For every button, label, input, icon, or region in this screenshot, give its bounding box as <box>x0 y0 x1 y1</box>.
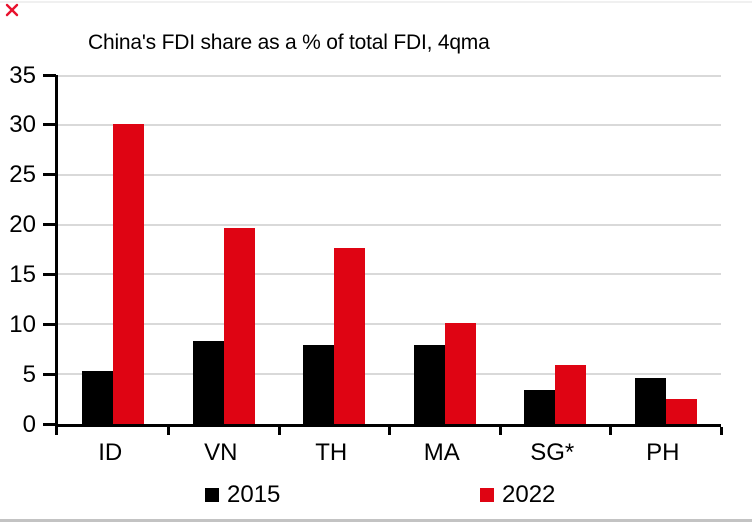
y-axis-label-35: 35 <box>9 61 36 89</box>
x-axis-label-PH: PH <box>646 439 680 466</box>
y-axis-label-20: 20 <box>9 211 36 239</box>
y-axis-label-5: 5 <box>22 360 36 388</box>
gridline-5 <box>58 373 721 376</box>
bar-2022-VN <box>223 227 255 424</box>
legend-swatch-2015 <box>205 488 219 502</box>
y-axis-label-10: 10 <box>9 310 36 338</box>
x-axis-label-VN: VN <box>204 439 238 466</box>
x-axis-tick-3 <box>388 427 391 435</box>
x-axis-label-SG*: SG* <box>530 439 575 466</box>
y-axis-label-25: 25 <box>9 161 36 189</box>
bottom-divider <box>0 519 752 522</box>
gridline-35 <box>58 75 721 77</box>
gridline-10 <box>58 323 721 326</box>
y-axis-label-15: 15 <box>9 260 36 288</box>
x-axis-tick-2 <box>277 427 281 435</box>
bar-2015-SG* <box>524 390 556 424</box>
bar-2015-VN <box>192 341 224 424</box>
y-axis-tick-35 <box>43 73 56 77</box>
bar-2015-PH <box>634 378 666 424</box>
bar-2022-TH <box>334 247 366 424</box>
bar-2015-MA <box>413 345 445 424</box>
y-axis-tick-5 <box>43 372 56 376</box>
x-axis-tick-0 <box>55 427 58 435</box>
y-axis-label-0: 0 <box>22 410 36 438</box>
x-axis-tick-1 <box>167 427 170 435</box>
plot-area <box>43 73 723 435</box>
broken-image-icon <box>5 3 19 17</box>
x-axis-label-TH: TH <box>315 439 348 466</box>
bar-2015-TH <box>303 345 335 424</box>
x-axis-labels: ID VN TH MA SG* PH <box>55 440 718 468</box>
x-axis-label-ID: ID <box>98 439 123 466</box>
legend: 2015 2022 <box>0 482 752 508</box>
gridline-25 <box>58 173 721 176</box>
bar-2022-MA <box>444 323 476 424</box>
legend-swatch-2022 <box>480 488 494 502</box>
y-axis-label-30: 30 <box>9 111 36 139</box>
bar-2022-PH <box>665 399 697 424</box>
gridline-20 <box>58 223 721 226</box>
gridline-30 <box>58 123 721 126</box>
y-axis-tick-15 <box>43 272 56 276</box>
gridline-15 <box>58 273 721 276</box>
legend-item-2015: 2015 <box>205 482 280 508</box>
x-axis-tick-5 <box>609 427 612 435</box>
y-axis-tick-25 <box>43 173 56 177</box>
y-axis-tick-10 <box>43 322 56 326</box>
bar-2022-SG* <box>555 365 587 424</box>
top-hairline <box>0 1 752 3</box>
chart-title: China's FDI share as a % of total FDI, 4… <box>88 31 490 54</box>
legend-item-2022: 2022 <box>480 482 555 508</box>
x-axis-tick-6 <box>719 427 723 435</box>
bar-2015-ID <box>82 371 114 424</box>
legend-label-2022: 2022 <box>502 481 556 508</box>
y-axis-tick-20 <box>43 223 56 227</box>
y-axis-tick-30 <box>43 123 56 127</box>
legend-label-2015: 2015 <box>227 481 281 508</box>
bar-2022-ID <box>113 123 145 424</box>
y-axis-tick-0 <box>43 422 56 426</box>
x-axis-tick-4 <box>498 427 502 435</box>
x-axis-label-MA: MA <box>423 439 460 466</box>
